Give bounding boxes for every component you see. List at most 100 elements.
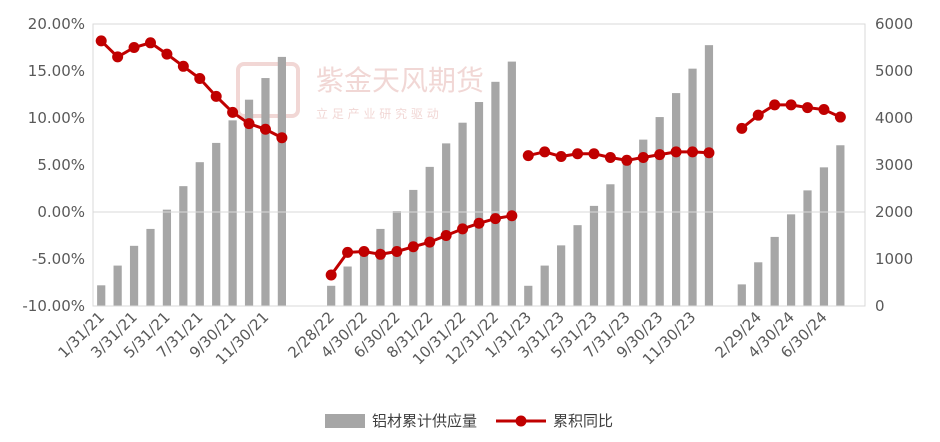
line-point xyxy=(325,269,337,281)
line-point xyxy=(227,106,239,118)
y-left-tick-label: -10.00% xyxy=(22,297,85,315)
bar xyxy=(425,166,434,306)
bar xyxy=(507,61,516,306)
line-point xyxy=(342,246,354,258)
bar xyxy=(737,284,746,306)
bar xyxy=(162,209,172,306)
line-point xyxy=(276,132,288,144)
legend-line-marker xyxy=(515,415,527,427)
bar xyxy=(786,214,796,306)
bar xyxy=(770,236,779,306)
y-left-tick-label: 15.00% xyxy=(28,62,85,80)
legend: 铝材累计供应量 累积同比 xyxy=(325,412,613,430)
bar xyxy=(704,45,714,307)
y-left-tick-label: 20.00% xyxy=(28,15,85,33)
line-point xyxy=(259,123,271,135)
bar xyxy=(261,78,270,306)
plot-border xyxy=(92,23,866,307)
line-point xyxy=(457,223,469,235)
bar xyxy=(836,145,845,306)
line-point xyxy=(194,73,206,85)
line-point xyxy=(834,111,846,123)
line-point xyxy=(555,151,567,163)
bar xyxy=(146,228,155,306)
bar xyxy=(606,184,615,306)
bar xyxy=(376,228,385,306)
bar xyxy=(179,186,188,306)
line-point xyxy=(112,51,124,63)
legend-label: 累积同比 xyxy=(553,412,613,430)
bar xyxy=(129,245,139,306)
bar-series xyxy=(97,45,845,307)
bar xyxy=(228,120,237,306)
line-point xyxy=(161,48,173,60)
line-point xyxy=(407,241,419,253)
bar xyxy=(113,265,122,306)
line-point xyxy=(769,99,781,111)
y-right-tick-label: 3000 xyxy=(875,156,913,174)
watermark: 紫金天风期货 立 足 产 业 研 究 驱 动 xyxy=(236,62,484,121)
bar xyxy=(277,56,286,307)
series-line xyxy=(527,150,710,162)
line-point xyxy=(621,154,633,166)
watermark-tagline: 立 足 产 业 研 究 驱 动 xyxy=(316,106,439,121)
bar xyxy=(458,122,467,306)
legend-label: 铝材累计供应量 xyxy=(372,412,477,430)
watermark-name: 紫金天风期货 xyxy=(316,64,484,97)
line-point xyxy=(736,122,748,134)
y-right-tick-label: 1000 xyxy=(875,250,913,268)
line-point xyxy=(703,147,715,159)
bar xyxy=(672,93,681,306)
bar xyxy=(819,167,829,306)
bar xyxy=(803,190,812,306)
line-point xyxy=(210,90,222,102)
line-point xyxy=(588,148,600,160)
bar xyxy=(573,225,582,306)
line-point xyxy=(572,148,584,160)
bar xyxy=(327,285,336,306)
line-point xyxy=(637,151,649,163)
y-left-tick-label: 5.00% xyxy=(37,156,85,174)
line-point xyxy=(424,236,436,248)
line-point xyxy=(654,149,666,161)
line-point xyxy=(440,230,452,241)
bar xyxy=(589,205,599,306)
line-point xyxy=(506,210,518,222)
line-point xyxy=(818,104,830,116)
line-point xyxy=(604,151,616,163)
line-point xyxy=(177,60,189,72)
bar xyxy=(639,139,648,306)
y-right-tick-label: 0 xyxy=(875,297,885,315)
line-point xyxy=(95,35,107,47)
bar xyxy=(244,99,254,306)
bar xyxy=(97,285,106,306)
y-left-tick-label: 10.00% xyxy=(28,109,85,127)
bar xyxy=(524,285,533,306)
y-right-tick-label: 5000 xyxy=(875,62,913,80)
line-point xyxy=(144,37,156,49)
line-point xyxy=(128,42,140,53)
line-point xyxy=(243,118,255,130)
y-right-tick-label: 6000 xyxy=(875,15,913,33)
line-point xyxy=(687,146,699,158)
bar xyxy=(540,265,549,306)
line-point xyxy=(473,217,485,229)
bar xyxy=(491,81,500,306)
bar xyxy=(195,162,204,306)
bar xyxy=(212,142,221,306)
line-point xyxy=(522,150,534,162)
line-point xyxy=(374,248,386,260)
legend-bar-swatch xyxy=(325,414,365,428)
bar xyxy=(359,248,369,306)
line-point xyxy=(391,245,403,257)
bar xyxy=(688,68,697,307)
bar xyxy=(754,262,763,306)
series-line xyxy=(329,214,513,276)
line-point xyxy=(802,102,814,114)
bar xyxy=(343,266,352,306)
bar xyxy=(392,211,401,306)
line-point xyxy=(785,99,797,111)
bar xyxy=(474,102,484,307)
line-point xyxy=(489,213,501,225)
